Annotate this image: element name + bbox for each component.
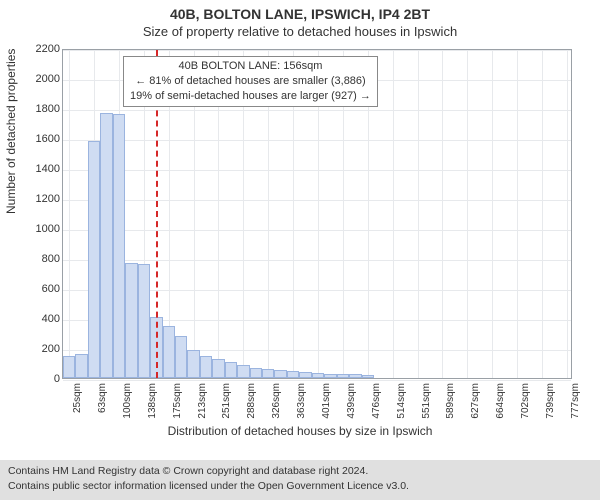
histogram-bar	[287, 371, 299, 378]
y-tick-label: 1200	[10, 193, 60, 205]
histogram-bar	[113, 114, 125, 378]
histogram-bar	[75, 354, 87, 378]
gridline-h	[63, 50, 571, 51]
y-tick-label: 2200	[10, 43, 60, 55]
histogram-bar	[212, 359, 224, 379]
histogram-bar	[250, 368, 262, 379]
histogram-bar	[324, 374, 336, 379]
histogram-bar	[163, 326, 175, 379]
footer-line2: Contains public sector information licen…	[8, 479, 592, 494]
annotation-line3: 19% of semi-detached houses are larger (…	[130, 89, 371, 104]
histogram-bar	[337, 374, 349, 378]
chart-container: Number of detached properties 40B BOLTON…	[0, 39, 600, 439]
gridline-v	[517, 50, 518, 378]
annotation-line2: ← 81% of detached houses are smaller (3,…	[130, 74, 371, 89]
chart-title: 40B, BOLTON LANE, IPSWICH, IP4 2BT	[0, 6, 600, 22]
histogram-bar	[262, 369, 274, 378]
x-tick-label: 401sqm	[321, 383, 332, 419]
gridline-h	[63, 140, 571, 141]
gridline-v	[492, 50, 493, 378]
histogram-bar	[200, 356, 212, 379]
histogram-bar	[237, 365, 249, 379]
x-tick-label: 439sqm	[346, 383, 357, 419]
x-tick-label: 251sqm	[221, 383, 232, 419]
gridline-v	[567, 50, 568, 378]
gridline-v	[418, 50, 419, 378]
histogram-bar	[312, 373, 324, 378]
x-tick-label: 326sqm	[271, 383, 282, 419]
histogram-bar	[100, 113, 112, 379]
gridline-h	[63, 260, 571, 261]
x-tick-label: 213sqm	[197, 383, 208, 419]
gridline-h	[63, 200, 571, 201]
histogram-bar	[187, 350, 199, 379]
x-tick-label: 25sqm	[72, 383, 83, 413]
x-tick-label: 476sqm	[371, 383, 382, 419]
x-tick-label: 138sqm	[147, 383, 158, 419]
gridline-v	[393, 50, 394, 378]
x-tick-label: 702sqm	[520, 383, 531, 419]
histogram-bar	[175, 336, 187, 378]
y-tick-label: 1800	[10, 103, 60, 115]
gridline-v	[467, 50, 468, 378]
y-tick-label: 400	[10, 313, 60, 325]
x-tick-label: 551sqm	[421, 383, 432, 419]
footer-line1: Contains HM Land Registry data © Crown c…	[8, 464, 592, 479]
y-tick-label: 1400	[10, 163, 60, 175]
gridline-h	[63, 230, 571, 231]
footer: Contains HM Land Registry data © Crown c…	[0, 460, 600, 500]
x-tick-label: 589sqm	[445, 383, 456, 419]
x-tick-label: 100sqm	[122, 383, 133, 419]
histogram-bar	[88, 141, 100, 378]
x-tick-label: 175sqm	[172, 383, 183, 419]
histogram-bar	[274, 370, 286, 378]
histogram-bar	[225, 362, 237, 379]
x-tick-label: 739sqm	[545, 383, 556, 419]
x-tick-label: 514sqm	[396, 383, 407, 419]
gridline-v	[69, 50, 70, 378]
x-axis-label: Distribution of detached houses by size …	[0, 424, 600, 438]
y-tick-label: 800	[10, 253, 60, 265]
chart-subtitle: Size of property relative to detached ho…	[0, 24, 600, 39]
histogram-bar	[125, 263, 137, 379]
x-tick-label: 288sqm	[246, 383, 257, 419]
histogram-bar	[349, 374, 361, 378]
x-tick-label: 664sqm	[495, 383, 506, 419]
annotation-box: 40B BOLTON LANE: 156sqm ← 81% of detache…	[123, 56, 378, 107]
annotation-line1: 40B BOLTON LANE: 156sqm	[130, 59, 371, 74]
y-tick-label: 600	[10, 283, 60, 295]
y-tick-label: 1000	[10, 223, 60, 235]
x-tick-label: 627sqm	[470, 383, 481, 419]
gridline-h	[63, 380, 571, 381]
y-tick-label: 200	[10, 343, 60, 355]
y-tick-label: 0	[10, 373, 60, 385]
x-tick-label: 363sqm	[296, 383, 307, 419]
gridline-h	[63, 170, 571, 171]
gridline-v	[542, 50, 543, 378]
histogram-bar	[299, 372, 311, 378]
histogram-bar	[362, 375, 374, 378]
histogram-bar	[138, 264, 150, 378]
plot-area: 40B BOLTON LANE: 156sqm ← 81% of detache…	[62, 49, 572, 379]
y-tick-label: 2000	[10, 73, 60, 85]
x-tick-label: 777sqm	[570, 383, 581, 419]
histogram-bar	[63, 356, 75, 379]
y-tick-label: 1600	[10, 133, 60, 145]
gridline-h	[63, 110, 571, 111]
gridline-v	[442, 50, 443, 378]
x-tick-label: 63sqm	[97, 383, 108, 413]
